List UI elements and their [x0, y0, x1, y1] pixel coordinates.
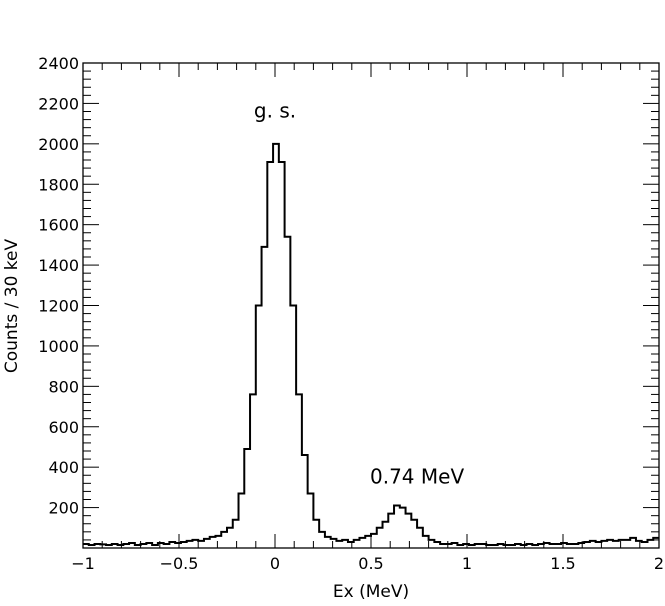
y-tick-label: 1800 [38, 175, 79, 194]
y-tick-label: 200 [48, 499, 79, 518]
y-tick-label: 1000 [38, 337, 79, 356]
y-tick-label: 800 [48, 377, 79, 396]
x-tick-label: −1 [71, 554, 95, 573]
y-tick-label: 2200 [38, 94, 79, 113]
y-tick-label: 1200 [38, 297, 79, 316]
x-tick-label: 0 [270, 554, 280, 573]
x-axis-title: Ex (MeV) [333, 582, 409, 602]
y-tick-label: 1600 [38, 216, 79, 235]
y-tick-labels: 200 400 600 800 1000 1200 1400 1600 1800 2000 2200… [38, 54, 79, 518]
y-tick-label: 2000 [38, 135, 79, 154]
x-tick-label: 1.5 [550, 554, 575, 573]
y-tick-label: 1400 [38, 256, 79, 275]
annotation-ground-state: g. s. [254, 99, 296, 123]
y-axis-title: Counts / 30 keV [2, 239, 22, 374]
x-tick-label: −0.5 [160, 554, 199, 573]
x-tick-label: 2 [654, 554, 664, 573]
y-tick-label: 2400 [38, 54, 79, 73]
x-tick-label: 0.5 [358, 554, 383, 573]
x-tick-label: 1 [462, 554, 472, 573]
annotation-excited-state: 0.74 MeV [370, 464, 464, 488]
y-tick-label: 400 [48, 458, 79, 477]
y-tick-label: 600 [48, 418, 79, 437]
histogram-series [83, 142, 659, 546]
x-tick-labels: −1 −0.5 0 0.5 1 1.5 2 [71, 554, 664, 573]
axis-ticks [82, 62, 660, 548]
